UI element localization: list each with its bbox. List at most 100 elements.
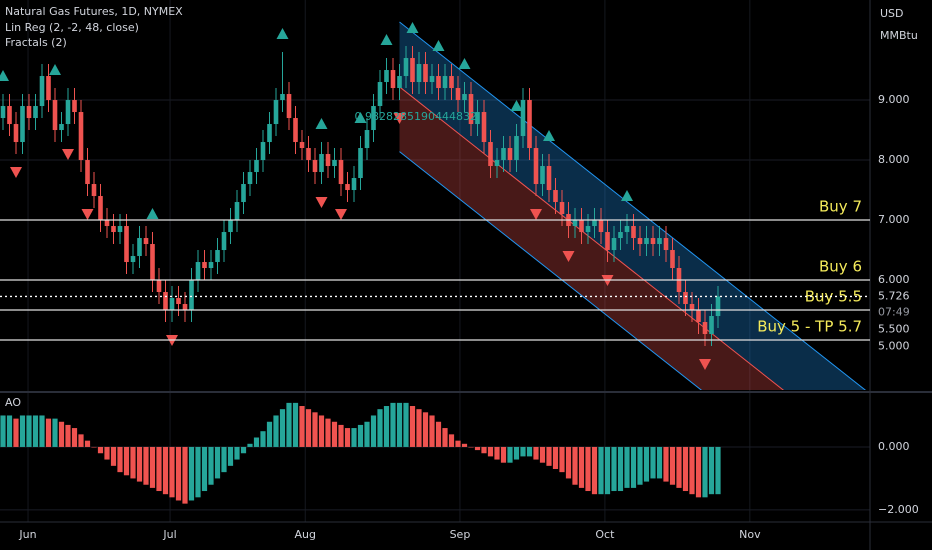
fractal-down (699, 359, 711, 371)
candle-body (449, 76, 454, 89)
candle-body (26, 106, 32, 119)
ao-bar (162, 446, 169, 495)
indicator-label: Lin Reg (2, -2, 48, close) (5, 21, 139, 34)
ao-bar (6, 415, 13, 447)
fractal-up (510, 100, 523, 112)
candle-body (481, 112, 487, 143)
candle-body (644, 238, 649, 245)
candle-body (59, 124, 64, 131)
candle-body (306, 148, 311, 161)
fractal-down (62, 149, 74, 161)
ao-bar (448, 434, 455, 447)
x-tick-label: Nov (739, 528, 761, 541)
ao-bar (97, 446, 104, 454)
ao-bar (526, 446, 533, 457)
ao-bar (253, 437, 260, 447)
candle-body (377, 82, 383, 107)
ao-bar (591, 446, 598, 495)
x-tick-label: Aug (295, 528, 316, 541)
candle-body (169, 298, 175, 311)
candle-body (494, 160, 500, 167)
candle-body (208, 262, 214, 269)
ao-bar (533, 446, 539, 460)
candle-body (709, 316, 714, 335)
candle-body (189, 280, 194, 311)
x-tick-label: Jul (162, 528, 176, 541)
ao-bar (429, 415, 435, 447)
ao-bar (409, 406, 416, 447)
candle-body (533, 148, 539, 185)
ao-bar (32, 415, 39, 447)
ao-bar (370, 415, 377, 447)
y-tick-label: 5.500 (878, 322, 910, 335)
ao-bar (396, 402, 403, 447)
ao-bar (175, 446, 182, 501)
y-tick-label: −2.000 (878, 503, 919, 516)
last-price-label: 5.726 (878, 289, 910, 302)
candle-body (254, 160, 259, 173)
ao-bar (604, 446, 611, 495)
candle-body (332, 160, 337, 167)
indicator-label: Fractals (2) (5, 36, 67, 49)
candle-body (124, 226, 129, 263)
candle-body (202, 262, 207, 269)
ao-bar (156, 446, 162, 492)
ao-bar (377, 409, 383, 447)
ao-bar (708, 446, 715, 495)
candle-body (462, 94, 467, 101)
ao-bar (656, 446, 663, 479)
ao-bar (695, 446, 702, 498)
ao-bar (331, 421, 338, 447)
ao-bar (500, 446, 507, 463)
candle-body (312, 160, 318, 173)
candle-body (514, 136, 519, 161)
candle-body (130, 256, 136, 263)
fractal-down (10, 167, 22, 179)
chart-title: Natural Gas Futures, 1D, NYMEX (5, 5, 183, 18)
candle-body (546, 166, 552, 191)
candle-body (559, 202, 565, 215)
candle-body (520, 100, 526, 137)
ao-bar (91, 446, 97, 448)
candle-body (195, 262, 201, 281)
fractal-up (354, 112, 367, 124)
marks (0, 22, 721, 504)
ao-bar (123, 446, 130, 476)
candle-body (319, 154, 324, 173)
candle-body (273, 100, 279, 125)
ao-bar (585, 446, 591, 492)
ao-bar (715, 446, 721, 495)
candle-body (345, 184, 350, 191)
unit: MMBtu (880, 29, 918, 42)
ao-bar (188, 446, 195, 501)
candle-body (364, 130, 370, 149)
ao-bar (71, 428, 78, 447)
candle-body (98, 196, 103, 221)
ao-bar (435, 421, 442, 447)
candle-body (39, 76, 45, 107)
candle-body (598, 220, 604, 233)
candle-body (371, 106, 376, 131)
y-tick-label: 5.000 (878, 339, 910, 352)
ao-bar (299, 406, 305, 447)
fractal-up (276, 28, 289, 40)
level-label: Buy 5.5 (805, 288, 862, 306)
ao-bar (201, 446, 208, 492)
ao-bar (149, 446, 156, 488)
candle-body (215, 250, 220, 263)
ao-bar (481, 446, 487, 454)
fractal-up (543, 130, 555, 142)
ao-bar (234, 446, 240, 460)
level-label: Buy 5 - TP 5.7 (757, 318, 862, 336)
candle-body (384, 70, 389, 83)
ao-bar (182, 446, 188, 504)
fractal-down (562, 251, 575, 263)
ao-bar (52, 418, 58, 447)
candle-body (403, 58, 409, 77)
candle-body (468, 94, 474, 125)
candle-body (501, 148, 506, 161)
ao-bar (13, 418, 19, 447)
ao-bar (383, 406, 390, 447)
ao-bar (279, 409, 286, 447)
ao-bar (513, 446, 520, 460)
